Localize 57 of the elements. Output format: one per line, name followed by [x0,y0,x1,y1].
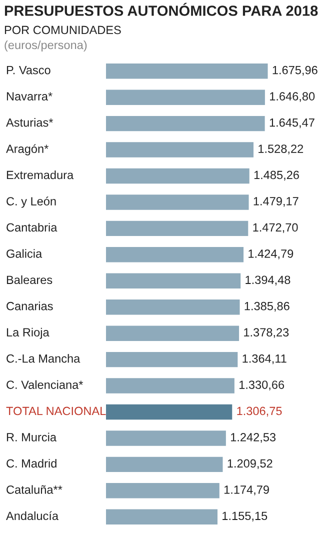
data-label: 1.155,15 [222,512,268,522]
data-label: 1.242,53 [230,433,276,443]
y-tick-label: Aragón* [6,144,48,156]
bar [106,273,241,288]
bar [106,220,248,236]
bar [106,116,265,132]
data-label: 1.364,11 [242,354,286,364]
chart-subtitle: POR COMUNIDADES [4,26,121,34]
bar [106,168,250,184]
bar [106,378,234,394]
bar [106,509,218,524]
data-label: 1.330,66 [240,380,284,390]
y-tick-label: Cantabria [6,222,58,232]
bar [106,247,244,262]
data-label: 1.485,26 [254,170,299,181]
y-tick-label: C. Valenciana* [6,380,84,389]
data-label: 1.479,17 [254,197,298,207]
data-label: 1.306,75 [237,406,282,417]
y-tick-label: Andalucía [6,511,59,520]
bar [106,404,232,420]
bar [106,64,268,79]
bar [106,194,249,210]
bar [106,456,223,472]
y-tick-label: Extremadura [6,170,74,180]
y-tick-label: Asturias* [6,118,54,127]
y-tick-label: La Rioja [6,328,50,339]
bar [106,326,240,341]
y-tick-label: Canarias [6,302,53,310]
y-tick-label: Navarra* [6,92,52,100]
data-label: 1.645,47 [270,118,314,128]
data-label: 1.378,23 [244,328,289,338]
data-label: 1.174,79 [224,485,269,496]
y-tick-label: Baleares [6,275,52,284]
bar [106,300,240,315]
bar [106,430,226,446]
bar [106,352,238,368]
x-axis-title: (euros/persona) [4,40,87,52]
bar [106,142,254,158]
data-label: 1.472,70 [253,223,298,234]
data-label: 1.675,96 [272,66,318,76]
data-label: 1.209,52 [228,459,272,470]
data-label: 1.385,86 [244,302,290,312]
y-tick-label: C. y León [6,196,56,208]
data-label: 1.646,80 [270,92,315,102]
y-tick-label: C. Madrid [6,458,56,468]
data-label: 1.424,79 [248,249,294,260]
bar [106,483,220,498]
data-label: 1.528,22 [258,144,304,154]
data-label: 1.394,48 [246,276,290,286]
y-tick-label: R. Murcia [6,432,57,442]
y-tick-label: P. Vasco [6,66,50,74]
chart-title: PRESUPUESTOS AUTONÓMICOS PARA 2018 [4,2,318,16]
y-tick-label: Cataluña** [6,485,62,494]
bar [106,90,265,105]
y-tick-label: TOTAL NACIONAL [6,406,106,416]
y-tick-label: C.-La Mancha [6,354,80,363]
y-tick-label: Galicia [6,249,42,258]
